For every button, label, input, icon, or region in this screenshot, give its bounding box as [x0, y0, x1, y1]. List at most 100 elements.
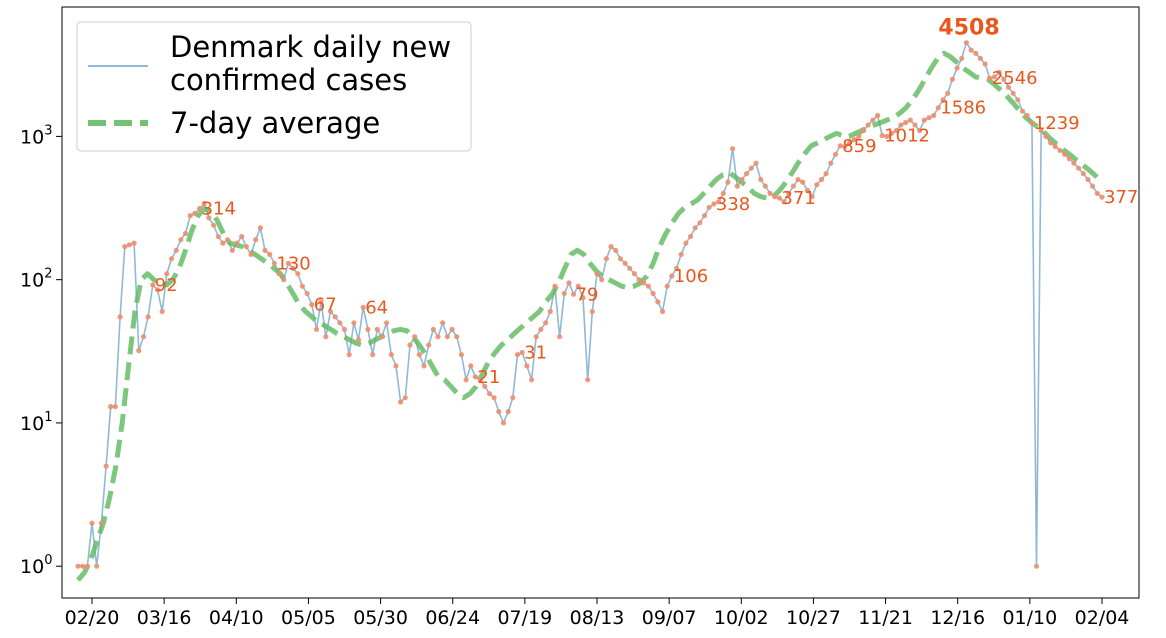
- daily-point: [500, 420, 507, 426]
- daily-point: [641, 280, 647, 286]
- daily-point: [449, 326, 455, 332]
- daily-point: [659, 308, 666, 315]
- daily-point: [295, 271, 301, 277]
- annotation-92: 92: [155, 275, 178, 296]
- daily-point: [903, 119, 909, 126]
- daily-point: [318, 299, 324, 305]
- daily-point: [234, 240, 240, 246]
- daily-point: [968, 47, 974, 53]
- daily-point: [220, 240, 226, 246]
- daily-point: [907, 117, 913, 123]
- daily-point: [996, 69, 1002, 75]
- daily-point: [800, 179, 806, 185]
- x-tick-label-4: 05/30: [353, 607, 408, 629]
- daily-point: [374, 326, 380, 332]
- daily-point: [566, 280, 572, 286]
- daily-point: [168, 256, 175, 262]
- daily-point: [832, 151, 839, 157]
- daily-point: [355, 337, 362, 343]
- daily-point: [103, 463, 109, 469]
- daily-point: [398, 399, 404, 405]
- daily-point: [730, 146, 736, 152]
- daily-point: [276, 271, 282, 277]
- daily-point: [533, 334, 539, 340]
- daily-point: [711, 201, 717, 207]
- daily-point: [412, 334, 418, 340]
- daily-point: [851, 137, 857, 143]
- y-tick-label-2: 102: [20, 267, 52, 292]
- daily-point: [323, 334, 329, 340]
- annotation-64: 64: [365, 297, 388, 318]
- daily-point: [786, 190, 792, 196]
- legend-frame: [76, 21, 472, 152]
- daily-point: [117, 314, 123, 320]
- daily-point: [253, 237, 259, 243]
- daily-point: [1057, 147, 1063, 153]
- daily-point: [893, 127, 899, 134]
- daily-point: [271, 260, 277, 266]
- daily-point: [982, 61, 988, 67]
- daily-point: [1005, 84, 1012, 90]
- legend-label-daily-line2: confirmed cases: [170, 63, 407, 97]
- daily-point: [875, 112, 881, 119]
- daily-point: [239, 233, 245, 240]
- daily-point: [1062, 151, 1068, 157]
- y-tick-label-1: 101: [20, 410, 52, 435]
- x-tick-label-8: 09/07: [642, 607, 697, 629]
- daily-point: [126, 242, 132, 248]
- daily-point: [164, 271, 170, 277]
- daily-point: [444, 334, 450, 340]
- annotation-314: 314: [202, 199, 236, 220]
- daily-point: [402, 395, 408, 401]
- x-tick-label-12: 12/16: [930, 607, 985, 629]
- daily-point: [697, 220, 703, 226]
- daily-point: [650, 290, 656, 297]
- daily-point: [304, 290, 310, 297]
- daily-point: [912, 122, 918, 128]
- daily-point: [809, 194, 815, 200]
- x-tick-label-5: 06/24: [425, 607, 480, 629]
- daily-point: [351, 320, 357, 326]
- daily-point: [299, 283, 305, 289]
- daily-point: [341, 326, 348, 332]
- daily-point: [739, 176, 745, 183]
- daily-point: [122, 244, 128, 250]
- daily-point: [257, 225, 263, 231]
- y-tick-label-3: 103: [20, 123, 52, 148]
- annotation-1012: 1012: [884, 126, 930, 147]
- daily-point: [192, 210, 198, 216]
- legend: Denmark daily new confirmed cases 7-day …: [76, 21, 472, 152]
- daily-point: [529, 377, 535, 383]
- daily-point: [178, 237, 184, 243]
- daily-point: [865, 122, 871, 128]
- daily-point: [575, 283, 581, 289]
- daily-point: [949, 76, 956, 82]
- daily-point: [767, 190, 773, 196]
- daily-point: [108, 404, 114, 410]
- daily-point: [290, 265, 296, 271]
- daily-point: [702, 213, 708, 219]
- x-tick-label-13: 01/10: [1002, 607, 1057, 629]
- annotation-79: 79: [576, 284, 599, 305]
- daily-point: [384, 320, 390, 326]
- daily-point: [921, 117, 927, 123]
- daily-point: [197, 205, 203, 212]
- daily-point: [963, 40, 970, 46]
- daily-point: [1076, 165, 1082, 171]
- daily-point: [463, 377, 469, 383]
- daily-point: [818, 176, 825, 183]
- daily-point: [211, 222, 217, 228]
- daily-point: [1024, 112, 1030, 119]
- daily-point: [393, 363, 399, 369]
- x-tick-label-11: 11/21: [858, 607, 913, 629]
- daily-point: [879, 133, 885, 139]
- daily-point: [687, 233, 694, 240]
- x-tick-label-7: 08/13: [570, 607, 625, 629]
- daily-point: [734, 183, 740, 189]
- y-tick-label-0: 100: [20, 553, 52, 578]
- daily-point: [472, 374, 478, 380]
- daily-point: [243, 244, 249, 250]
- daily-point: [842, 143, 848, 150]
- daily-point: [150, 282, 156, 288]
